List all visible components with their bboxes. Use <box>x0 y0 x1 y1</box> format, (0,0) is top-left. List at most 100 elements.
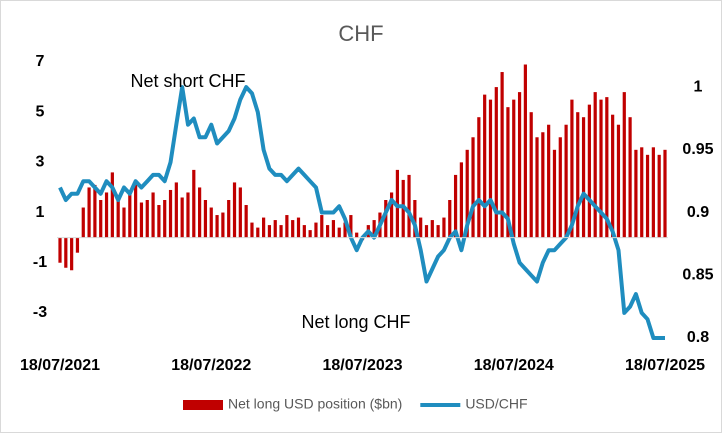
bar <box>157 205 161 238</box>
bar <box>448 200 452 238</box>
bar <box>325 225 330 238</box>
bar <box>465 149 469 238</box>
bar <box>494 87 498 238</box>
bar <box>581 117 586 238</box>
y-tick-label: -1 <box>33 254 47 271</box>
y2-tick-label: 0.95 <box>682 141 713 158</box>
bar <box>87 187 91 238</box>
bar <box>285 215 289 238</box>
bar <box>116 200 120 238</box>
x-tick-label: 18/07/2023 <box>322 357 402 374</box>
bar <box>419 217 423 238</box>
y-tick-label: -3 <box>33 304 47 321</box>
bar <box>128 194 132 238</box>
bar <box>663 149 667 238</box>
bar <box>209 207 213 238</box>
y2-tick-label: 1 <box>694 78 703 95</box>
bar <box>93 184 97 238</box>
bar <box>541 132 545 238</box>
bar <box>302 225 306 238</box>
bar <box>570 99 574 238</box>
bar <box>349 215 353 238</box>
bar <box>139 202 144 238</box>
bar <box>250 222 254 238</box>
bar <box>343 222 347 238</box>
bar <box>512 99 516 238</box>
y2-tick-label: 0.85 <box>682 266 713 283</box>
bar <box>267 225 272 238</box>
bar <box>151 192 155 238</box>
bar <box>430 220 434 238</box>
annotation: Net long CHF <box>301 312 410 332</box>
y-tick-label: 1 <box>36 204 45 221</box>
bar <box>174 182 178 238</box>
bar <box>273 220 277 238</box>
bar <box>523 64 527 238</box>
bar <box>442 217 446 238</box>
bar <box>122 207 126 238</box>
bar <box>70 237 74 271</box>
bar <box>99 200 103 238</box>
bar <box>110 172 114 238</box>
bar <box>180 197 184 238</box>
bar <box>640 147 644 238</box>
bar <box>262 217 266 238</box>
legend-label: USD/CHF <box>465 396 527 412</box>
bar <box>529 112 533 238</box>
bar <box>58 237 62 263</box>
x-tick-label: 18/07/2021 <box>20 357 100 374</box>
bar <box>483 94 487 238</box>
bar <box>547 124 551 238</box>
y-tick-label: 3 <box>36 154 45 171</box>
bar <box>651 147 655 238</box>
bar <box>459 162 463 238</box>
plot-area <box>57 64 668 340</box>
bar <box>622 92 626 238</box>
chart-title: CHF <box>338 21 383 46</box>
bar <box>389 192 394 238</box>
bar <box>308 230 312 238</box>
bar <box>320 215 324 238</box>
bar <box>203 200 208 238</box>
bar <box>104 192 109 238</box>
bar <box>599 99 603 238</box>
bar <box>593 92 597 238</box>
legend-label: Net long USD position ($bn) <box>228 396 402 412</box>
x-tick-label: 18/07/2025 <box>625 357 705 374</box>
bar <box>244 205 248 238</box>
bar <box>564 124 568 238</box>
legend-swatch <box>183 400 223 410</box>
bar <box>453 174 458 238</box>
bar <box>471 137 475 238</box>
bar <box>407 174 411 238</box>
bar <box>279 225 283 238</box>
bar <box>81 207 85 238</box>
bar <box>337 227 341 238</box>
bar <box>634 149 638 238</box>
x-tick-label: 18/07/2022 <box>171 357 251 374</box>
bar <box>384 200 388 238</box>
bar <box>616 124 621 238</box>
bar <box>145 200 149 238</box>
bar <box>413 200 417 238</box>
bar <box>227 200 231 238</box>
bar <box>645 154 650 238</box>
y-tick-label: 5 <box>36 103 45 120</box>
x-tick-label: 18/07/2024 <box>474 357 554 374</box>
bar <box>500 72 504 238</box>
bar <box>611 114 615 238</box>
bar <box>605 97 609 238</box>
bar <box>291 220 295 238</box>
y2-tick-label: 0.8 <box>687 329 709 346</box>
bar <box>256 227 260 238</box>
bar <box>186 192 190 238</box>
annotation: Net short CHF <box>130 71 245 91</box>
y-tick-label: 7 <box>36 53 45 70</box>
bar <box>436 225 440 238</box>
bar <box>168 189 173 238</box>
bar <box>424 225 429 238</box>
bar <box>355 232 359 238</box>
bar <box>215 215 219 238</box>
y2-tick-label: 0.9 <box>687 204 709 221</box>
